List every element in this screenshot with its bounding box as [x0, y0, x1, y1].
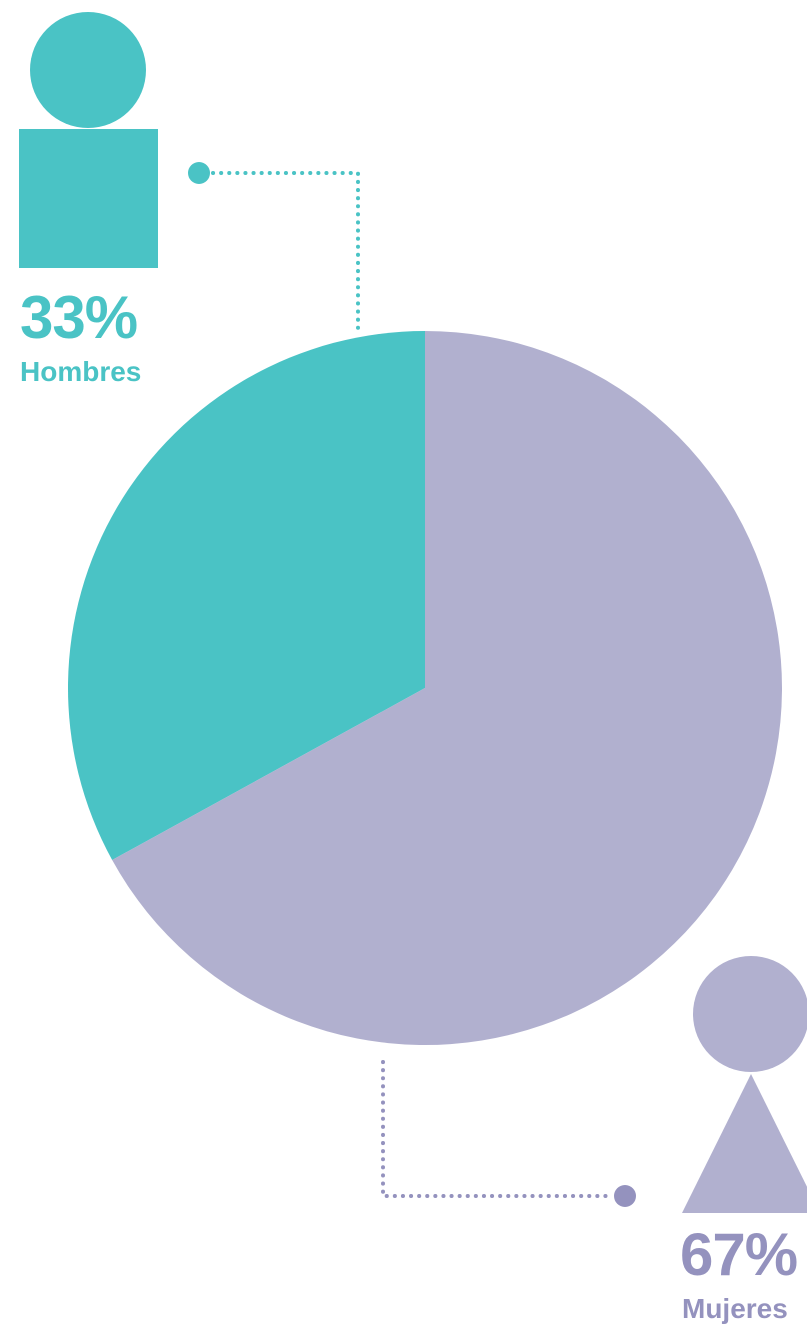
male-person-icon — [19, 12, 158, 268]
men-percentage-label: 33% — [20, 284, 138, 351]
women-connector-line — [381, 1060, 614, 1198]
male-person-body — [19, 129, 158, 268]
female-person-head — [693, 956, 807, 1072]
pie-slices — [67, 331, 782, 1045]
pie-slice-hombres — [67, 331, 425, 860]
female-person-body — [682, 1074, 807, 1213]
male-person-head — [30, 12, 146, 128]
women-connector — [381, 1060, 636, 1207]
women-connector-dot — [614, 1185, 636, 1207]
men-connector-dot — [188, 162, 210, 184]
women-percentage-label: 67% — [680, 1221, 798, 1288]
men-category-label: Hombres — [20, 356, 142, 387]
pie-slice-mujeres — [112, 331, 782, 1045]
female-person-icon — [682, 956, 807, 1213]
women-category-label: Mujeres — [682, 1293, 788, 1324]
men-connector-line — [211, 171, 360, 337]
men-connector — [188, 162, 360, 337]
